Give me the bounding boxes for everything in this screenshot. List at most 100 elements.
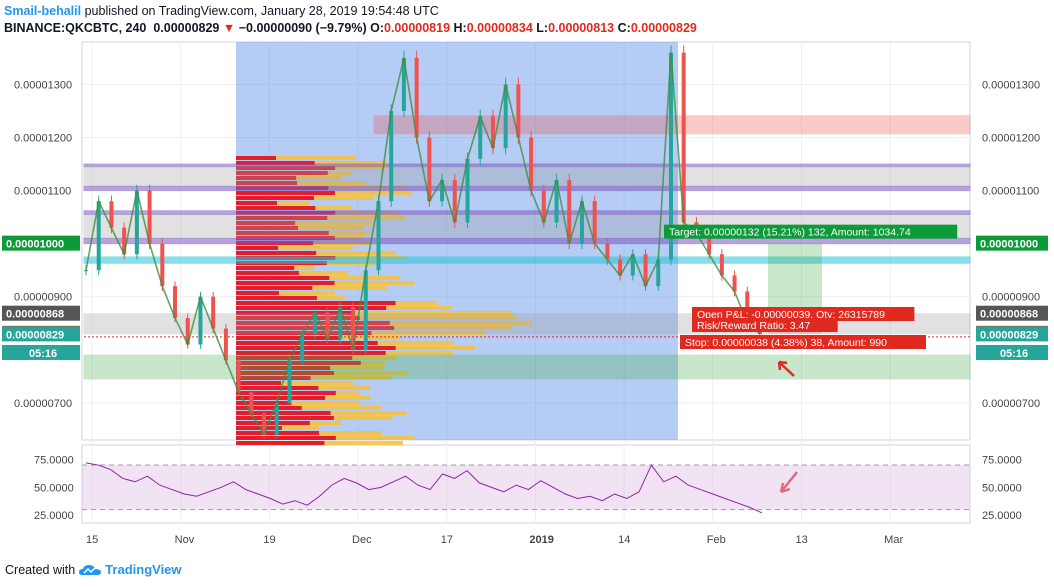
volume-profile-bar xyxy=(236,296,317,300)
candle-body xyxy=(643,254,648,287)
volume-profile-bar xyxy=(236,381,282,385)
candle-body xyxy=(681,52,686,223)
volume-profile-bar xyxy=(236,206,316,210)
candle-body xyxy=(668,52,673,260)
volume-profile-bar xyxy=(236,181,298,185)
pnl-label: Open P&L: -0.00000039, Qty: 26315789 xyxy=(692,307,915,321)
candle-body xyxy=(592,201,597,244)
candle-body xyxy=(490,116,495,149)
tradingview-brand[interactable]: TradingView xyxy=(105,562,182,577)
price-badge: 0.00000829 xyxy=(2,326,80,342)
price-tick-right: 0.00001300 xyxy=(982,79,1040,91)
price-badge: 0.00000829 xyxy=(976,326,1048,342)
volume-profile-bar xyxy=(236,376,311,380)
candle-body xyxy=(160,243,165,287)
last-price: 0.00000829 xyxy=(153,21,220,35)
price-tick-left: 0.00001300 xyxy=(14,79,72,91)
volume-profile-bar xyxy=(236,441,325,445)
time-tick: 2019 xyxy=(529,534,553,546)
price-badge-bg xyxy=(976,235,1048,251)
candle xyxy=(134,184,139,260)
volume-profile-bar xyxy=(236,226,364,230)
price-badge: 0.00001000 xyxy=(2,235,80,251)
volume-profile-bar xyxy=(236,396,326,400)
arrow-annotation xyxy=(779,471,798,494)
candle-body xyxy=(541,190,546,223)
volume-profile-bar xyxy=(236,181,366,185)
candle xyxy=(160,238,165,291)
candle xyxy=(681,45,686,228)
rsi-tick-right: 25.0000 xyxy=(982,510,1022,522)
stop-label: Stop: 0.00000038 (4.38%) 38, Amount: 990 xyxy=(680,335,926,349)
price-badge-bg xyxy=(976,326,1048,342)
volume-profile-bar xyxy=(236,246,353,250)
price-badge-bg xyxy=(2,305,80,321)
change-arrow-icon: ▼ xyxy=(222,21,236,35)
candle-body xyxy=(719,254,724,276)
candle-body xyxy=(618,259,623,276)
volume-profile-bar xyxy=(236,251,317,255)
candle-body xyxy=(452,179,457,223)
volume-profile-bar xyxy=(236,156,356,160)
volume-profile-bar xyxy=(236,291,335,295)
volume-profile-bar xyxy=(236,316,518,320)
price-tick-left: 0.00001100 xyxy=(14,186,71,198)
volume-profile-bar xyxy=(236,316,360,320)
high-value: 0.00000834 xyxy=(466,21,533,35)
candle-body xyxy=(376,201,381,271)
volume-profile xyxy=(236,156,532,445)
volume-profile-bar xyxy=(236,221,374,225)
risk-label-text: Risk/Reward Ratio: 3.47 xyxy=(697,320,810,332)
candle-body xyxy=(351,307,356,350)
price-badge-bg xyxy=(2,326,80,342)
price-zone xyxy=(83,237,971,245)
rsi-band xyxy=(82,465,970,510)
candle-body xyxy=(389,110,394,202)
candle-body xyxy=(732,275,737,292)
volume-profile-bar xyxy=(236,401,360,405)
candle xyxy=(376,195,381,276)
candle-body xyxy=(516,84,521,138)
time-tick: 19 xyxy=(263,534,275,546)
volume-profile-bar xyxy=(236,421,310,425)
price-chart[interactable]: Target: 0.00000132 (15.21%) 132, Amount:… xyxy=(0,0,1054,560)
rsi-tick-left: 25.0000 xyxy=(34,510,74,522)
volume-profile-bar xyxy=(236,356,353,360)
volume-profile-bar xyxy=(236,216,328,220)
price-badge-text: 0.00000829 xyxy=(980,329,1038,341)
low-value: 0.00000813 xyxy=(548,21,615,35)
candle-body xyxy=(440,179,445,202)
price-tick-left: 0.00000900 xyxy=(14,292,72,304)
candle-body xyxy=(185,317,190,345)
volume-profile-bar xyxy=(236,376,391,380)
candle xyxy=(363,265,368,355)
candle-body xyxy=(147,190,152,244)
price-badge-bg xyxy=(2,344,80,360)
price-badge-text: 05:16 xyxy=(1000,348,1028,360)
price-badge-text: 0.00000829 xyxy=(6,329,64,341)
volume-profile-bar xyxy=(236,336,341,340)
candle-body xyxy=(478,116,483,159)
candle xyxy=(96,195,101,276)
volume-profile-bar xyxy=(236,406,382,410)
author-name[interactable]: Smail-behalil xyxy=(4,4,82,18)
volume-profile-bar xyxy=(236,346,396,350)
candle-body xyxy=(134,190,139,255)
price-badge: 05:16 xyxy=(2,344,80,360)
price-badge: 05:16 xyxy=(976,344,1048,360)
candle xyxy=(389,104,394,207)
arrow-annotation xyxy=(777,360,795,377)
volume-profile-bar xyxy=(236,391,336,395)
candle xyxy=(503,77,508,155)
target-label-bg xyxy=(664,224,958,239)
price-badge: 0.00000868 xyxy=(2,305,80,321)
volume-profile-bar xyxy=(236,266,295,270)
time-tick: Feb xyxy=(707,534,726,546)
volume-profile-bar xyxy=(236,311,512,315)
volume-profile-bar xyxy=(236,156,276,160)
price-badge-bg xyxy=(2,235,80,251)
candle xyxy=(147,184,152,249)
symbol[interactable]: BINANCE:QKCBTC, 240 xyxy=(4,21,147,35)
candle-body xyxy=(236,360,241,393)
close-value: 0.00000829 xyxy=(630,21,697,35)
